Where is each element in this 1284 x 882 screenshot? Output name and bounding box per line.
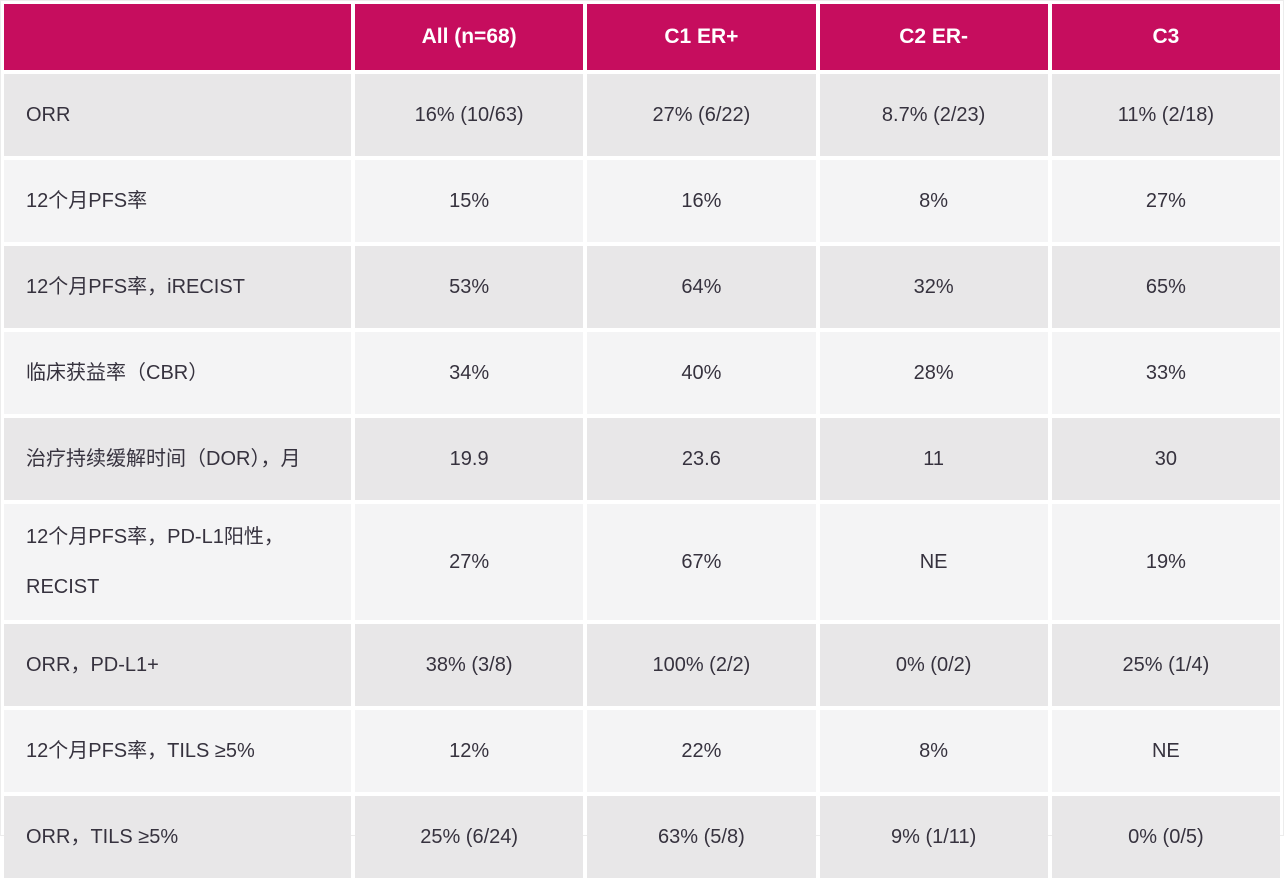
cell-cbr-c3: 33% — [1051, 332, 1280, 414]
cell-dor-c2: 11 — [819, 418, 1048, 500]
cell-orr-tils-c2: 9% (1/11) — [819, 796, 1048, 878]
cell-orr-c1: 27% (6/22) — [587, 74, 816, 156]
cell-cbr-c1: 40% — [587, 332, 816, 414]
cell-pfs12-pdl1-c2: NE — [819, 504, 1048, 620]
row-label-pfs12-irecist: 12个月PFS率，iRECIST — [4, 246, 351, 328]
table-row: ORR 16% (10/63) 27% (6/22) 8.7% (2/23) 1… — [4, 74, 1280, 156]
table-row: 12个月PFS率 15% 16% 8% 27% — [4, 160, 1280, 242]
cell-orr-pdl1-all: 38% (3/8) — [355, 624, 584, 706]
column-header-blank — [4, 4, 351, 70]
row-label-pfs12-pdl1: 12个月PFS率，PD-L1阳性，RECIST — [4, 504, 351, 620]
cell-cbr-c2: 28% — [819, 332, 1048, 414]
cell-dor-all: 19.9 — [355, 418, 584, 500]
results-table-container: All (n=68) C1 ER+ C2 ER- C3 ORR 16% (10/… — [4, 4, 1280, 878]
cell-pfs12-irecist-c3: 65% — [1051, 246, 1280, 328]
cell-pfs12-tils-c2: 8% — [819, 710, 1048, 792]
cell-orr-c3: 11% (2/18) — [1051, 74, 1280, 156]
cell-pfs12-c3: 27% — [1051, 160, 1280, 242]
cell-pfs12-all: 15% — [355, 160, 584, 242]
row-label-pfs12: 12个月PFS率 — [4, 160, 351, 242]
row-label-cbr: 临床获益率（CBR） — [4, 332, 351, 414]
column-header-c1: C1 ER+ — [587, 4, 816, 70]
cell-pfs12-c2: 8% — [819, 160, 1048, 242]
table-row: ORR，TILS ≥5% 25% (6/24) 63% (5/8) 9% (1/… — [4, 796, 1280, 878]
row-label-orr-tils: ORR，TILS ≥5% — [4, 796, 351, 878]
cell-pfs12-pdl1-c1: 67% — [587, 504, 816, 620]
header-row: All (n=68) C1 ER+ C2 ER- C3 — [4, 4, 1280, 70]
table-row: 12个月PFS率，TILS ≥5% 12% 22% 8% NE — [4, 710, 1280, 792]
cell-pfs12-pdl1-c3: 19% — [1051, 504, 1280, 620]
cell-orr-all: 16% (10/63) — [355, 74, 584, 156]
cell-pfs12-tils-c3: NE — [1051, 710, 1280, 792]
column-header-c2: C2 ER- — [819, 4, 1048, 70]
cell-pfs12-irecist-c2: 32% — [819, 246, 1048, 328]
cell-pfs12-tils-all: 12% — [355, 710, 584, 792]
row-label-orr: ORR — [4, 74, 351, 156]
table-row: 治疗持续缓解时间（DOR），月 19.9 23.6 11 30 — [4, 418, 1280, 500]
cell-orr-pdl1-c2: 0% (0/2) — [819, 624, 1048, 706]
column-header-all: All (n=68) — [355, 4, 584, 70]
table-row: ORR，PD-L1+ 38% (3/8) 100% (2/2) 0% (0/2)… — [4, 624, 1280, 706]
cell-orr-c2: 8.7% (2/23) — [819, 74, 1048, 156]
table-row: 12个月PFS率，iRECIST 53% 64% 32% 65% — [4, 246, 1280, 328]
cell-pfs12-tils-c1: 22% — [587, 710, 816, 792]
table-row: 临床获益率（CBR） 34% 40% 28% 33% — [4, 332, 1280, 414]
cell-dor-c1: 23.6 — [587, 418, 816, 500]
cell-orr-tils-all: 25% (6/24) — [355, 796, 584, 878]
row-label-dor: 治疗持续缓解时间（DOR），月 — [4, 418, 351, 500]
cell-pfs12-c1: 16% — [587, 160, 816, 242]
table-row: 12个月PFS率，PD-L1阳性，RECIST 27% 67% NE 19% — [4, 504, 1280, 620]
row-label-pfs12-tils: 12个月PFS率，TILS ≥5% — [4, 710, 351, 792]
cell-pfs12-irecist-all: 53% — [355, 246, 584, 328]
column-header-c3: C3 — [1051, 4, 1280, 70]
cell-orr-pdl1-c1: 100% (2/2) — [587, 624, 816, 706]
cell-pfs12-pdl1-all: 27% — [355, 504, 584, 620]
cell-dor-c3: 30 — [1051, 418, 1280, 500]
cell-orr-tils-c1: 63% (5/8) — [587, 796, 816, 878]
cell-orr-tils-c3: 0% (0/5) — [1051, 796, 1280, 878]
cell-pfs12-irecist-c1: 64% — [587, 246, 816, 328]
cell-cbr-all: 34% — [355, 332, 584, 414]
cell-orr-pdl1-c3: 25% (1/4) — [1051, 624, 1280, 706]
row-label-orr-pdl1: ORR，PD-L1+ — [4, 624, 351, 706]
